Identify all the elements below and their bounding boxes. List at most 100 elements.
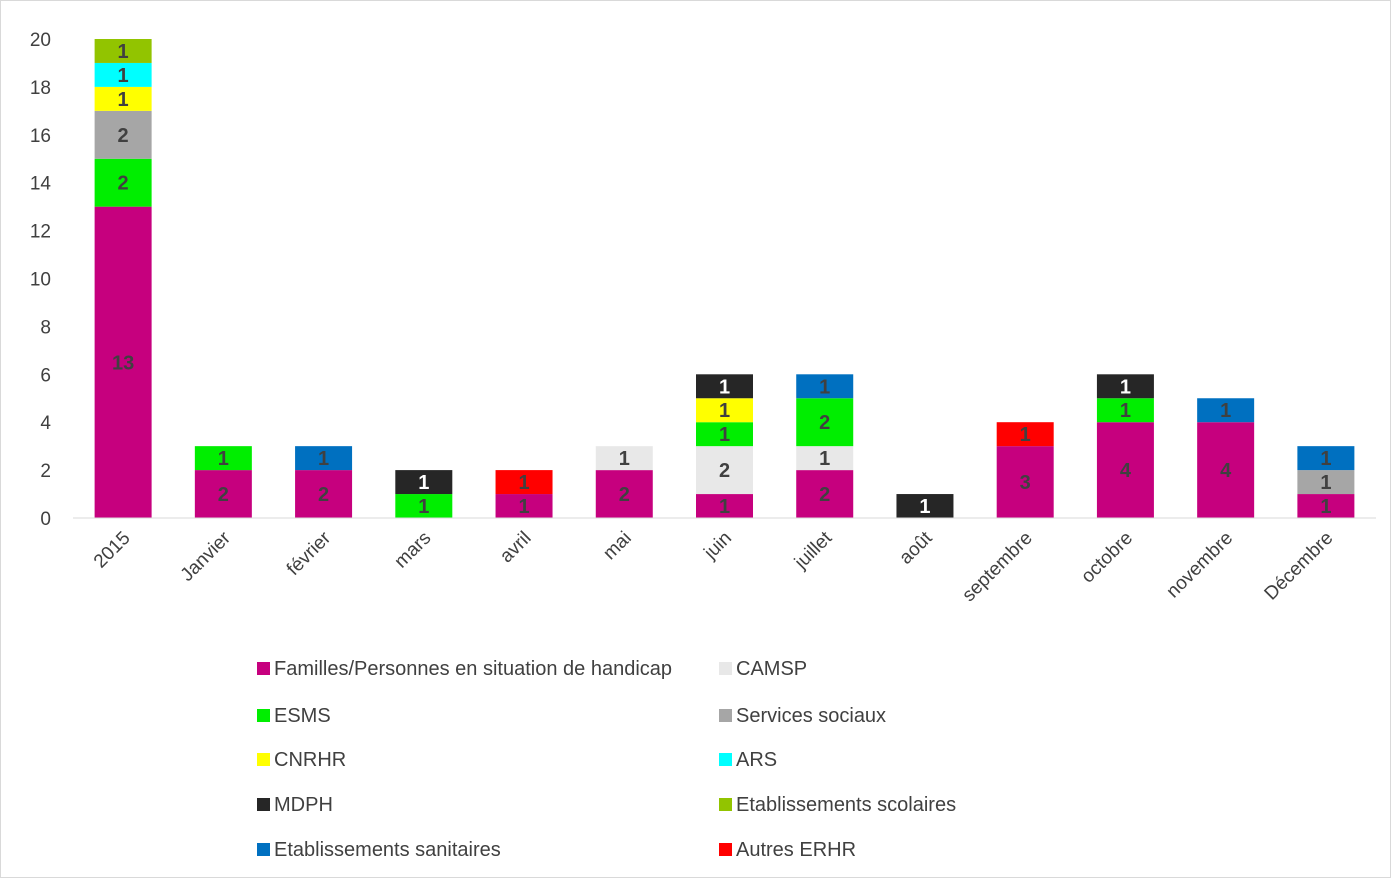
bar-segment-etablissements-sanitaires-fevrier	[295, 446, 353, 471]
data-label: 2	[619, 484, 630, 506]
data-label: 2	[819, 484, 830, 506]
data-label: 1	[819, 376, 830, 398]
bar-segment-etablissements-sanitaires-decembre	[1297, 446, 1355, 471]
data-label: 1	[1320, 496, 1331, 518]
legend-swatch-esms	[257, 709, 270, 722]
bar-segment-mdph-aout	[896, 494, 954, 518]
y-tick-label: 6	[40, 365, 51, 386]
data-label: 3	[1020, 472, 1031, 494]
y-tick-label: 12	[30, 222, 51, 243]
data-label: 1	[719, 424, 730, 446]
bar-segment-esms-2015	[94, 158, 152, 207]
bar-segment-esms-juin	[696, 422, 753, 447]
bar-segment-familles-personnes-en-situation-de-handicap-mai	[595, 470, 653, 518]
data-label: 1	[1020, 424, 1031, 446]
legend-label-mdph: MDPH	[274, 794, 333, 816]
data-label: 2	[719, 460, 730, 482]
x-tick-label: 2015	[90, 528, 135, 573]
data-label: 1	[719, 376, 730, 398]
bar-segment-familles-personnes-en-situation-de-handicap-septembre	[996, 446, 1054, 518]
legend-label-esms: ESMS	[274, 705, 331, 727]
bar-segment-camsp-juillet	[796, 446, 854, 471]
x-tick-label: octobre	[1077, 528, 1137, 588]
bar-segment-ars-2015	[94, 62, 152, 87]
y-tick-label: 2	[40, 461, 51, 482]
x-tick-label: août	[895, 527, 937, 569]
bar-segment-autres-erhr-avril	[495, 470, 553, 495]
x-axis: 2015 Janvier février mars avril mai juin juille…	[73, 517, 1376, 606]
data-label: 1	[1120, 376, 1131, 398]
data-label: 1	[218, 448, 229, 470]
bar-segment-esms-mars	[395, 494, 453, 518]
legend-swatch-cnrhr	[257, 753, 270, 766]
bar-segment-esms-octobre	[1096, 398, 1154, 423]
data-label: 4	[1220, 460, 1232, 482]
y-tick-label: 4	[40, 413, 51, 434]
legend-label-etablissements-sanitaires: Etablissements sanitaires	[274, 839, 501, 861]
bar-segment-mdph-juin	[696, 374, 753, 399]
data-label: 1	[118, 89, 129, 111]
x-tick-label: juin	[700, 528, 736, 564]
legend-swatch-autres-erhr	[719, 843, 732, 856]
bar-segment-services-sociaux-2015	[94, 110, 152, 159]
x-tick-label: Décembre	[1261, 528, 1338, 605]
bar-segment-cnrhr-2015	[94, 86, 152, 111]
legend-label-cnrhr: CNRHR	[274, 749, 346, 771]
data-label: 1	[1320, 448, 1331, 470]
bar-segment-familles-personnes-en-situation-de-handicap-decembre	[1297, 494, 1355, 518]
bar-segment-mdph-octobre	[1096, 374, 1154, 399]
data-label: 2	[118, 173, 129, 195]
y-tick-label: 14	[30, 174, 52, 195]
legend: Familles/Personnes en situation de handi…	[257, 658, 956, 861]
bar-segment-autres-erhr-septembre	[996, 422, 1054, 447]
legend-label-autres-erhr: Autres ERHR	[736, 839, 856, 861]
data-label: 1	[318, 448, 329, 470]
data-label: 2	[218, 484, 229, 506]
bar-segment-familles-personnes-en-situation-de-handicap-novembre	[1197, 422, 1255, 518]
data-label: 1	[518, 496, 529, 518]
bar-segment-familles-personnes-en-situation-de-handicap-juillet	[796, 470, 854, 518]
bar-segment-familles-personnes-en-situation-de-handicap-janvier	[194, 470, 252, 518]
data-label: 4	[1120, 460, 1132, 482]
bar-segment-familles-personnes-en-situation-de-handicap-octobre	[1096, 422, 1154, 518]
legend-label-services-sociaux: Services sociaux	[736, 705, 886, 727]
bar-segment-familles-personnes-en-situation-de-handicap-avril	[495, 494, 553, 518]
x-tick-label: mai	[599, 528, 636, 565]
data-label: 1	[719, 400, 730, 422]
data-label: 2	[318, 484, 329, 506]
data-label: 1	[518, 472, 529, 494]
legend-label-ars: ARS	[736, 749, 777, 771]
legend-swatch-services-sociaux	[719, 709, 732, 722]
data-label: 1	[919, 496, 930, 518]
data-label: 1	[418, 472, 429, 494]
bar-segment-services-sociaux-decembre	[1297, 470, 1355, 495]
bar-segment-etablissements-sanitaires-novembre	[1197, 398, 1255, 423]
bar-segment-etablissements-scolaires-2015	[94, 39, 152, 63]
data-label: 1	[1120, 400, 1131, 422]
bar-segment-familles-personnes-en-situation-de-handicap-juin	[696, 494, 753, 518]
bar-segment-camsp-mai	[595, 446, 653, 471]
data-label: 1	[719, 496, 730, 518]
x-tick-label: avril	[496, 528, 535, 567]
bar-segment-familles-personnes-en-situation-de-handicap-2015	[94, 206, 152, 518]
data-label: 2	[819, 412, 830, 434]
data-label: 1	[1220, 400, 1231, 422]
legend-swatch-mdph	[257, 798, 270, 811]
x-tick-label: février	[283, 527, 336, 580]
bar-segment-mdph-mars	[395, 470, 453, 495]
data-label: 2	[118, 125, 129, 147]
legend-swatch-camsp	[719, 662, 732, 675]
data-label: 1	[619, 448, 630, 470]
data-label: 13	[112, 352, 134, 374]
x-tick-label: septembre	[958, 528, 1036, 606]
y-axis-ticks: 0 2 4 6 8 10 12 14 16 18 20	[30, 30, 52, 530]
bar-segment-cnrhr-juin	[696, 398, 753, 423]
bar-segment-esms-juillet	[796, 398, 854, 447]
legend-swatch-ars	[719, 753, 732, 766]
y-tick-label: 0	[40, 509, 51, 530]
y-tick-label: 10	[30, 270, 51, 291]
legend-label-camsp: CAMSP	[736, 658, 807, 680]
